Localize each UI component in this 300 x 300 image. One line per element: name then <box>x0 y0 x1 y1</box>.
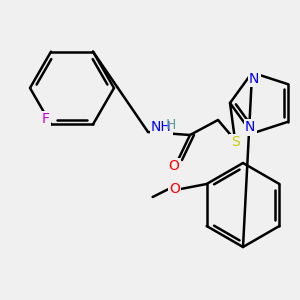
Text: S: S <box>231 135 239 149</box>
Text: NH: NH <box>151 120 172 134</box>
Text: N: N <box>249 72 259 86</box>
Text: F: F <box>42 112 50 126</box>
Text: N: N <box>245 120 255 134</box>
Text: H: H <box>166 118 176 132</box>
Text: O: O <box>169 182 180 196</box>
Text: O: O <box>169 159 179 173</box>
